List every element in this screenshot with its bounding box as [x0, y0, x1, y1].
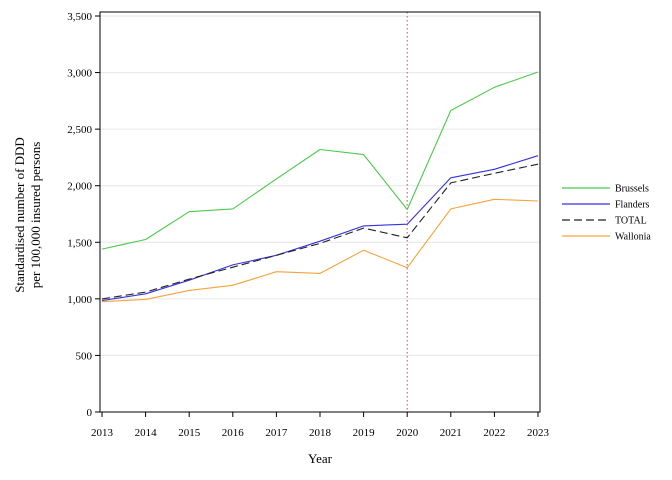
x-axis-ticks: 2013 2014 2015 2016 2017 2018 2019 2020 2021 2022…	[91, 412, 550, 439]
y-tick-label: 2,500	[67, 124, 92, 136]
y-axis-ticks: 0 500 1,000 1,500 2,000 2,500 3,000 3,500	[67, 11, 100, 419]
legend-label-flanders: Flanders	[615, 200, 650, 211]
x-tick-label: 2018	[309, 427, 332, 439]
y-tick-label: 0	[87, 407, 93, 419]
series-line-total	[101, 163, 539, 300]
series-layer	[101, 71, 539, 303]
series-line-brussels	[101, 71, 539, 250]
x-tick-label: 2022	[483, 427, 505, 439]
x-tick-label: 2019	[353, 427, 376, 439]
y-tick-label: 3,000	[67, 68, 92, 80]
x-tick-label: 2015	[178, 427, 201, 439]
x-axis-title: Year	[308, 451, 333, 466]
gridlines	[100, 15, 540, 356]
x-tick-label: 2021	[440, 427, 462, 439]
y-tick-label: 3,500	[67, 11, 92, 23]
x-tick-label: 2016	[222, 427, 245, 439]
y-axis-title-line-2: per 100,000 insured persons	[28, 142, 43, 289]
legend-label-wallonia: Wallonia	[615, 232, 651, 243]
x-tick-label: 2013	[91, 427, 114, 439]
y-tick-label: 2,000	[67, 181, 92, 193]
legend-label-total: TOTAL	[615, 216, 647, 227]
x-tick-label: 2017	[265, 427, 288, 439]
x-tick-label: 2023	[527, 427, 550, 439]
x-tick-label: 2020	[396, 427, 419, 439]
y-axis-title-line-1: Standardised number of DDD	[12, 137, 27, 293]
y-tick-label: 500	[76, 350, 93, 362]
legend-label-brussels: Brussels	[615, 184, 649, 195]
y-tick-label: 1,500	[67, 237, 92, 249]
y-tick-label: 1,000	[67, 294, 92, 306]
plot-frame	[99, 11, 541, 413]
series-line-wallonia	[101, 198, 539, 303]
x-tick-label: 2014	[135, 427, 158, 439]
legend: Brussels Flanders TOTAL Wallonia	[562, 184, 651, 243]
y-axis-title: Standardised number of DDD per 100,000 i…	[12, 137, 43, 293]
series-line-flanders	[101, 155, 539, 302]
